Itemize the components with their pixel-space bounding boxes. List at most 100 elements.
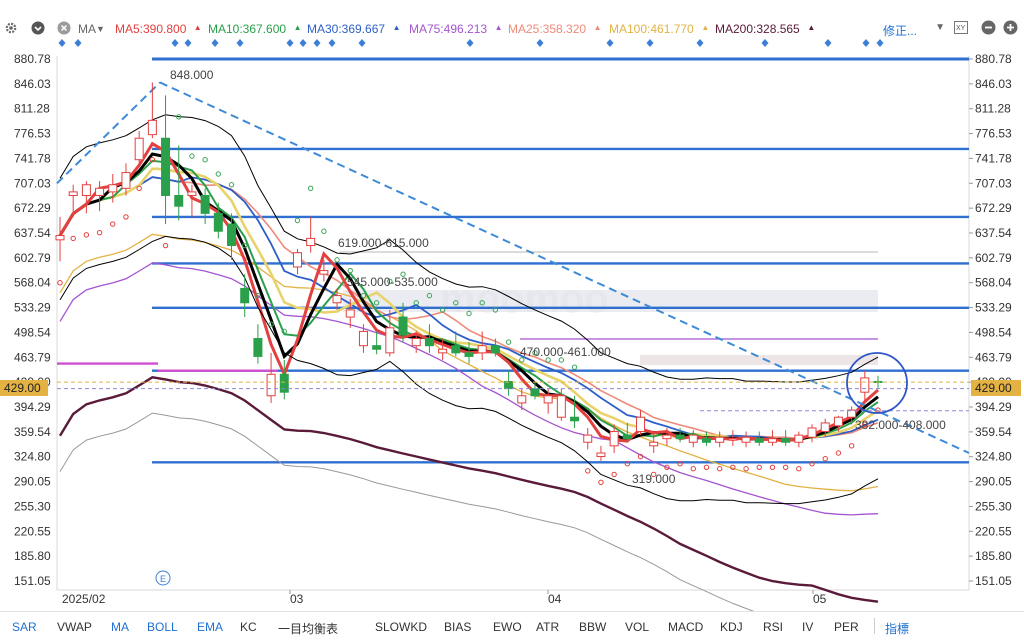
indicator-tab-16[interactable]: IV [802,620,814,634]
indicator-tab-5[interactable]: KC [240,620,257,634]
price-chart[interactable]: moomoo 880.78880.78846.03846.03811.28811… [0,0,1024,611]
adjust-caret-icon[interactable]: ▼ [935,22,945,33]
sar-dot [703,464,710,470]
candle-body [147,119,157,136]
zoom-out-icon[interactable] [981,20,996,35]
indicator-tab-0[interactable]: SAR [12,620,37,634]
event-diamond-icon[interactable] [876,39,884,47]
price-tick-left: 707.03 [14,176,51,190]
event-diamond-icon[interactable] [171,39,179,47]
event-diamond-icon[interactable] [236,39,244,47]
candle-body [121,172,131,189]
event-diamond-icon[interactable] [824,39,832,47]
close-icon[interactable] [57,21,71,35]
sar-dot [426,292,433,299]
indicator-tab-9[interactable]: EWO [493,620,522,634]
ma-arrow-icon: ▲ [494,23,503,32]
chevron-down-icon[interactable] [31,21,45,35]
ma-label-6: MA200:328.565 [715,22,800,36]
ma-label-1: MA10:367.600 [208,22,287,36]
sar-dot [123,214,129,220]
event-diamond-icon[interactable] [286,39,294,47]
indicator-tab-10[interactable]: ATR [536,620,560,634]
sar-dot [822,456,828,462]
sar-dot [466,310,472,317]
price-tick-left: 568.04 [14,276,51,290]
sar-dot [294,217,301,224]
price-tick-right: 811.28 [975,102,1011,116]
event-diamond-icon[interactable] [184,39,192,47]
sar-dot [519,357,525,363]
price-tick-left: 185.80 [14,549,51,563]
indicator-tab-17[interactable]: PER [834,620,859,634]
sar-dot [730,464,736,470]
indicator-tab-13[interactable]: MACD [668,620,704,634]
gear-icon[interactable] [4,21,18,35]
indicator-tab-12[interactable]: VOL [625,620,650,634]
sar-dot [176,114,182,120]
indicator-tab-1[interactable]: VWAP [57,620,92,634]
candle-body [517,395,527,404]
xy-scale-icon[interactable]: XY [954,21,968,34]
candle-body [583,434,593,443]
event-diamond-icon[interactable] [313,39,321,47]
candle-body [161,137,171,196]
event-diamond-icon[interactable] [466,39,474,47]
zoom-in-icon[interactable] [1003,20,1018,35]
price-tick-right: 707.03 [975,176,1012,190]
candle-body [767,438,777,443]
price-tick-left: 463.79 [14,350,51,364]
price-tick-left: 846.03 [14,77,51,91]
event-marker-icon[interactable] [155,570,171,586]
event-diamond-icon[interactable] [74,39,82,47]
event-diamond-icon[interactable] [58,39,66,47]
price-tick-left: 394.29 [14,400,51,414]
sar-dot [136,185,142,192]
candle-body [200,194,210,214]
indicator-tab-11[interactable]: BBW [579,620,607,634]
candle-body [847,409,857,418]
trendline-down [159,81,970,454]
event-diamond-icon[interactable] [646,39,654,47]
candle-body [108,184,118,193]
event-diamond-icon[interactable] [761,39,769,47]
candle-body [424,338,434,347]
indicator-tab-8[interactable]: BIAS [444,620,472,634]
event-diamond-icon[interactable] [211,39,219,47]
sar-dot [796,466,802,472]
sar-dot [611,471,617,478]
boll-lower [59,235,879,505]
indicator-tab-2[interactable]: MA [111,620,129,634]
event-diamond-icon[interactable] [536,39,544,47]
current-price-tag-left [0,380,48,396]
price-tick-left: 324.80 [14,450,51,464]
indicator-tab-15[interactable]: RSI [763,620,784,634]
candle-body [358,330,368,347]
sar-dot [242,242,248,249]
indicator-tab-4[interactable]: EMA [197,620,224,634]
price-tick-left: 602.79 [14,251,51,265]
candle-body [807,427,817,438]
sar-dot [307,185,314,192]
event-diamond-icon[interactable] [299,39,307,47]
indicator-tab-6[interactable]: 一目均衡表 [278,622,339,636]
event-diamond-icon[interactable] [862,39,870,47]
ma-selector[interactable]: MA [78,22,96,36]
candle-body [187,191,197,196]
indicator-tab-18[interactable]: 指標 [885,622,910,636]
event-diamond-icon[interactable] [696,39,704,47]
adjust-dropdown[interactable]: 修正... [882,24,917,38]
ma-label-5: MA100:461.770 [609,22,694,36]
event-diamond-icon[interactable] [358,39,366,47]
indicator-tab-14[interactable]: KDJ [720,620,743,634]
event-diamond-icon[interactable] [328,39,336,47]
event-diamond-icon[interactable] [606,39,614,47]
sar-dot [321,228,327,234]
indicator-tab-7[interactable]: SLOWKD [375,620,428,634]
sar-dot [782,464,789,470]
candle-body [688,434,698,443]
ma-selector-caret-icon[interactable]: ▼ [96,24,105,34]
indicator-tab-3[interactable]: BOLL [147,620,178,634]
ma-arrow-icon: ▲ [593,23,602,32]
event-diamonds [58,39,884,47]
